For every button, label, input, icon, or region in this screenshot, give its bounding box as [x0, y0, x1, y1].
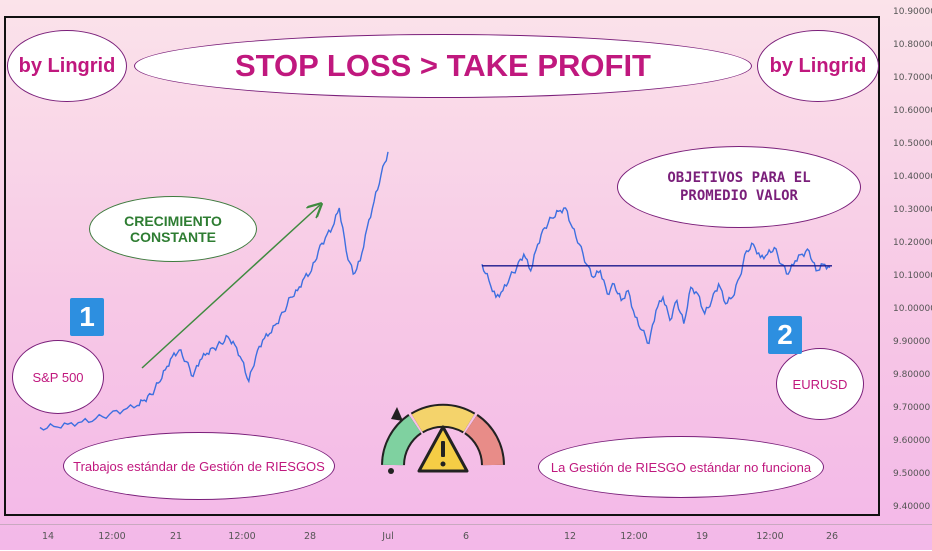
x-tick-label: 26	[825, 531, 839, 542]
growth-label: CRECIMIENTO CONSTANTE	[124, 213, 222, 245]
objectives-note: OBJETIVOS PARA EL PROMEDIO VALOR	[617, 146, 861, 228]
author-badge-right: by Lingrid	[757, 30, 879, 102]
y-tick-label: 9.60000	[893, 436, 931, 447]
y-tick-label: 10.90000	[893, 7, 932, 18]
y-tick-label: 10.00000	[893, 304, 932, 315]
sp500-note: S&P 500	[12, 340, 104, 414]
y-tick-label: 10.70000	[893, 73, 932, 84]
standard-fails-note: La Gestión de RIESGO estándar no funcion…	[538, 436, 824, 498]
standard-fails-label: La Gestión de RIESGO estándar no funcion…	[550, 459, 812, 475]
x-tick-label: 21	[169, 531, 183, 542]
x-tick-label: 28	[303, 531, 317, 542]
y-tick-label: 10.80000	[893, 40, 932, 51]
x-tick-label: Jul	[382, 531, 394, 542]
objectives-label: OBJETIVOS PARA EL PROMEDIO VALOR	[667, 170, 811, 204]
time-axis	[0, 524, 932, 551]
eurusd-price-line	[481, 207, 831, 345]
author-badge-left: by Lingrid	[7, 30, 127, 102]
title-oval: STOP LOSS > TAKE PROFIT	[134, 34, 752, 98]
eurusd-note: EURUSD	[776, 348, 864, 420]
y-tick-label: 10.50000	[893, 139, 932, 150]
y-tick-label: 9.50000	[893, 469, 931, 480]
y-tick-label: 9.40000	[893, 502, 931, 513]
y-tick-label: 10.10000	[893, 271, 932, 282]
x-tick-label: 12:00	[756, 531, 784, 542]
eurusd-label: EURUSD	[792, 376, 848, 392]
y-tick-label: 10.30000	[893, 205, 932, 216]
badge-1: 1	[70, 298, 104, 336]
author-label-left: by Lingrid	[18, 54, 116, 77]
y-tick-label: 10.60000	[893, 106, 932, 117]
y-tick-label: 10.20000	[893, 238, 932, 249]
x-tick-label: 12:00	[98, 531, 126, 542]
x-tick-label: 12	[563, 531, 577, 542]
badge-2: 2	[768, 316, 802, 354]
y-tick-label: 9.70000	[893, 403, 931, 414]
sp500-label: S&P 500	[32, 369, 84, 385]
x-tick-label: 12:00	[228, 531, 256, 542]
standard-works-note: Trabajos estándar de Gestión de RIESGOS	[63, 432, 335, 500]
sp500-price-line	[39, 151, 389, 431]
growth-note: CRECIMIENTO CONSTANTE	[89, 196, 257, 262]
growth-arrow	[141, 205, 320, 369]
x-tick-label: 12:00	[620, 531, 648, 542]
author-label-right: by Lingrid	[769, 54, 867, 77]
standard-works-label: Trabajos estándar de Gestión de RIESGOS	[73, 458, 325, 474]
x-tick-label: 19	[695, 531, 709, 542]
y-tick-label: 9.80000	[893, 370, 931, 381]
y-tick-label: 10.40000	[893, 172, 932, 183]
page-title: STOP LOSS > TAKE PROFIT	[235, 48, 651, 83]
chart-frame	[4, 16, 880, 516]
x-tick-label: 14	[41, 531, 55, 542]
x-tick-label: 6	[462, 531, 470, 542]
y-tick-label: 9.90000	[893, 337, 931, 348]
